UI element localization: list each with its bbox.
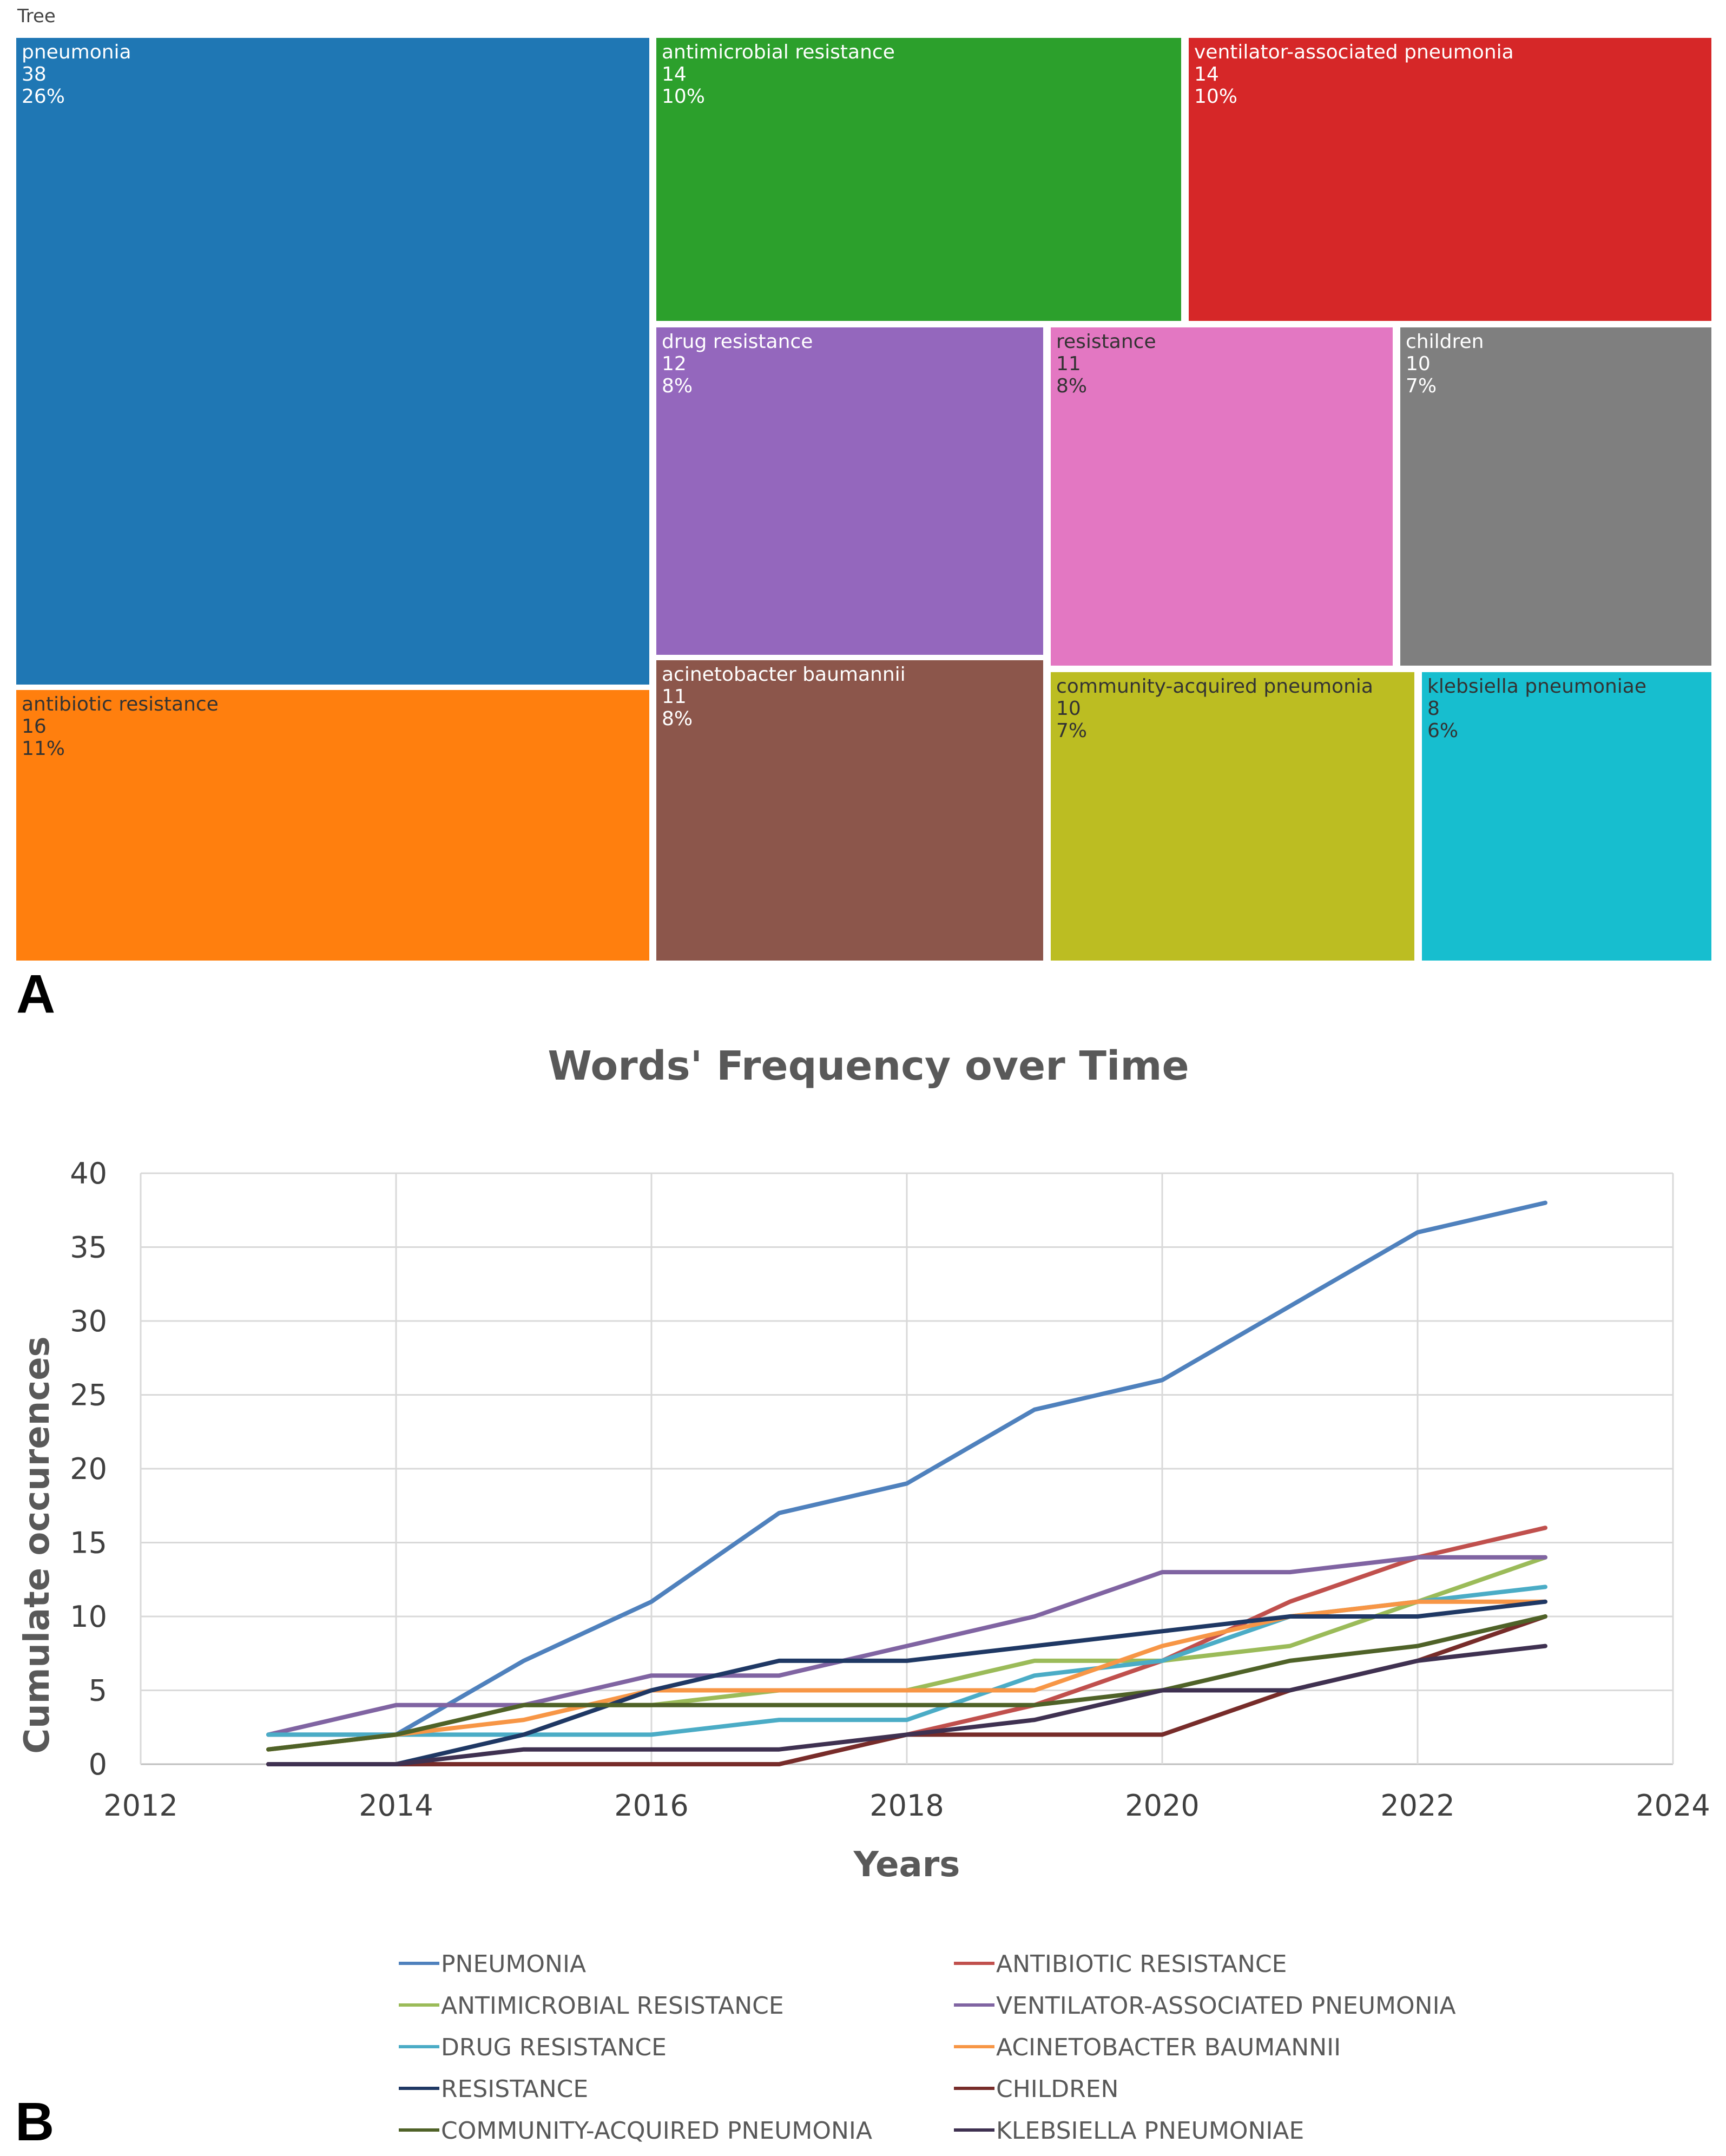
tile-label: community-acquired pneumonia 10 7% [1056, 675, 1373, 742]
legend-item: COMMUNITY-ACQUIRED PNEUMONIA [441, 2117, 872, 2145]
treemap-tile-children: children 10 7% [1400, 327, 1711, 666]
legend-item: ACINETOBACTER BAUMANNII [996, 2034, 1341, 2061]
tile-label: acinetobacter baumannii [662, 663, 906, 686]
treemap-tile-antimicrobial-resistance: antimicrobial resistance 14 10% [656, 38, 1181, 321]
y-tick-label: 35 [70, 1231, 107, 1265]
x-tick-label: 2018 [869, 1789, 944, 1823]
tile-label: acinetobacter baumannii 11 8% [662, 663, 906, 730]
chart-title: Words' Frequency over Time [548, 1043, 1189, 1089]
chart-ticks: 0 5 10 15 20 25 30 35 40 2012 2014 2016 2018 2020 2022… [70, 1156, 1710, 1823]
tile-count: 38 [22, 63, 47, 86]
tile-pct: 8% [1056, 375, 1088, 397]
tile-count: 11 [662, 686, 687, 708]
x-tick-label: 2016 [614, 1789, 688, 1823]
legend-item: PNEUMONIA [441, 1950, 586, 1978]
legend-item: ANTIBIOTIC RESISTANCE [996, 1950, 1287, 1978]
tile-count: 10 [1406, 353, 1431, 375]
treemap-tile-antibiotic-resistance: antibiotic resistance 16 11% [16, 690, 649, 961]
x-tick-label: 2024 [1636, 1789, 1710, 1823]
tile-label: klebsiella pneumoniae 8 6% [1427, 675, 1646, 742]
series-line-ventilator-associated-pneumonia [266, 1555, 1547, 1737]
tile-count: 11 [1056, 353, 1081, 375]
treemap-panel: Tree pneumonia 38 26% antibiotic resistance… [0, 0, 1726, 1024]
legend-item: VENTILATOR-ASSOCIATED PNEUMONIA [996, 1992, 1456, 2020]
treemap-tile-acinetobacter-baumannii: acinetobacter baumannii 11 8% [656, 660, 1043, 961]
tile-pct: 11% [22, 738, 65, 760]
tile-label: resistance 11 8% [1056, 331, 1156, 397]
legend-item: RESISTANCE [441, 2075, 588, 2103]
tile-pct: 10% [662, 86, 706, 108]
y-tick-label: 25 [70, 1378, 107, 1412]
tile-label: antimicrobial resistance 14 10% [662, 41, 895, 108]
legend-item: CHILDREN [996, 2075, 1118, 2103]
tile-label: klebsiella pneumoniae [1427, 675, 1647, 698]
tile-count: 12 [662, 353, 687, 375]
tile-pct: 8% [662, 375, 693, 397]
x-tick-label: 2020 [1125, 1789, 1199, 1823]
tile-pct: 7% [1406, 375, 1437, 397]
y-tick-label: 5 [89, 1674, 107, 1708]
series-line-pneumonia [266, 1200, 1547, 1737]
series-line-community-acquired-pneumonia [266, 1614, 1547, 1752]
panel-label-b: B [15, 2092, 54, 2152]
y-tick-label: 30 [70, 1304, 107, 1338]
y-tick-label: 40 [70, 1156, 107, 1191]
tile-count: 8 [1427, 698, 1440, 720]
treemap-tile-ventilator-associated-pneumonia: ventilator-associated pneumonia 14 10% [1189, 38, 1711, 321]
x-tick-label: 2012 [103, 1789, 177, 1823]
tile-label: pneumonia 38 26% [22, 41, 131, 108]
treemap-tile-drug-resistance: drug resistance 12 8% [656, 327, 1043, 655]
tile-label: antibiotic resistance [22, 693, 219, 715]
x-tick-label: 2014 [359, 1789, 433, 1823]
tile-pct: 26% [22, 86, 65, 108]
series-line-resistance [266, 1599, 1547, 1766]
treemap-tile-klebsiella-pneumoniae: klebsiella pneumoniae 8 6% [1422, 672, 1711, 961]
chart-legend: PNEUMONIA ANTIBIOTIC RESISTANCE ANTIMICROB… [399, 1950, 1456, 2145]
tile-pct: 7% [1056, 720, 1088, 742]
tile-label: drug resistance [662, 331, 813, 353]
tile-count: 14 [1194, 63, 1219, 86]
series-line-acinetobacter-baumannii [266, 1599, 1547, 1752]
legend-item: ANTIMICROBIAL RESISTANCE [441, 1992, 784, 2020]
tile-label: children [1406, 331, 1484, 353]
tile-label: antibiotic resistance 16 11% [22, 693, 219, 760]
legend-item: DRUG RESISTANCE [441, 2034, 667, 2061]
tile-label: community-acquired pneumonia [1056, 675, 1373, 698]
line-chart: Words' Frequency over Time 0 5 10 15 20 25 30 3… [15, 1043, 1710, 2152]
tile-pct: 8% [662, 708, 693, 730]
chart-grid [140, 1172, 1674, 1765]
treemap-tile-pneumonia: pneumonia 38 26% [16, 38, 649, 685]
tile-count: 10 [1056, 698, 1081, 720]
tile-label: antimicrobial resistance [662, 41, 895, 63]
tile-label: children 10 7% [1406, 331, 1484, 397]
series-line-klebsiella-pneumoniae [266, 1644, 1547, 1766]
treemap-tile-resistance: resistance 11 8% [1051, 327, 1393, 666]
tile-pct: 6% [1427, 720, 1459, 742]
tile-label: ventilator-associated pneumonia 14 10% [1194, 41, 1514, 108]
y-tick-label: 15 [70, 1526, 107, 1560]
x-tick-label: 2022 [1380, 1789, 1454, 1823]
y-tick-label: 0 [89, 1747, 107, 1782]
tile-count: 16 [22, 715, 47, 738]
x-axis-title: Years [853, 1845, 960, 1885]
y-axis-title: Cumulate occurences [17, 1336, 57, 1754]
tile-label: resistance [1056, 331, 1156, 353]
tile-label: pneumonia [22, 41, 131, 63]
treemap-tile-community-acquired-pneumonia: community-acquired pneumonia 10 7% [1051, 672, 1414, 961]
y-tick-label: 20 [70, 1452, 107, 1486]
tile-label: ventilator-associated pneumonia [1194, 41, 1514, 63]
y-tick-label: 10 [70, 1600, 107, 1634]
tile-pct: 10% [1194, 86, 1238, 108]
legend-item: KLEBSIELLA PNEUMONIAE [996, 2117, 1304, 2145]
tile-label: drug resistance 12 8% [662, 331, 813, 397]
chart-series [266, 1200, 1547, 1766]
panel-label-a: A [16, 964, 56, 1024]
treemap-title: Tree [17, 5, 56, 27]
tile-count: 14 [662, 63, 687, 86]
